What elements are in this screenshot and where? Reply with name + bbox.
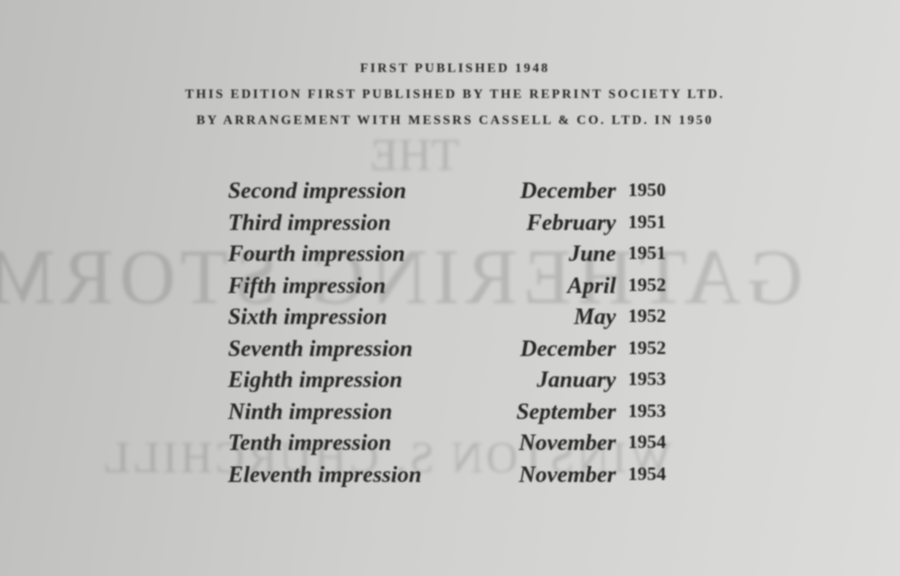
impression-label: Seventh impression [228,335,413,361]
impression-month: April [567,272,616,298]
impression-month: December [520,178,616,203]
impression-month: June [568,241,616,266]
impression-row: Eleventh impression November 1954 [228,462,698,492]
edition-line: This edition first published by the Repr… [185,86,725,101]
impression-label: Third impression [228,209,391,235]
impression-label: Fifth impression [228,272,386,298]
impression-month: January [536,367,616,392]
impression-row: Fourth impression June 1951 [228,241,698,271]
impression-year: 1953 [628,369,666,390]
impression-row: Seventh impression December 1952 [228,336,698,366]
impression-label: Sixth impression [228,304,388,329]
impression-year: 1950 [628,180,666,201]
impression-year: 1954 [628,432,666,453]
impression-row: Tenth impression November 1954 [228,430,698,460]
impression-row: Second impression December 1950 [228,178,698,208]
impression-month: November [518,461,616,487]
impression-label: Tenth impression [228,430,392,455]
impression-label: Second impression [228,178,407,203]
arrangement-line: by arrangement with Messrs Cassell & Co.… [196,112,714,127]
impression-year: 1952 [628,274,666,296]
first-published-line: First published 1948 [360,60,550,75]
impression-year: 1954 [628,463,666,485]
impression-year: 1952 [628,337,666,359]
impression-row: Fifth impression April 1952 [228,273,698,303]
impression-label: Eleventh impression [228,461,422,487]
impression-year: 1951 [628,211,666,233]
impression-year: 1953 [628,400,666,422]
impression-label: Eighth impression [228,367,403,392]
impression-row: Ninth impression September 1953 [228,399,698,429]
impression-month: February [526,209,616,235]
impression-label: Ninth impression [228,398,393,424]
impression-year: 1951 [628,243,666,264]
impression-label: Fourth impression [228,241,406,266]
impression-year: 1952 [628,306,666,327]
impression-row: Sixth impression May 1952 [228,304,698,334]
impression-month: May [573,304,616,329]
impression-month: September [516,398,616,424]
show-through-line-1: THE [370,129,460,180]
impression-row: Eighth impression January 1953 [228,367,698,397]
impression-month: December [520,335,616,361]
impression-month: November [518,430,616,455]
impression-row: Third impression February 1951 [228,210,698,240]
